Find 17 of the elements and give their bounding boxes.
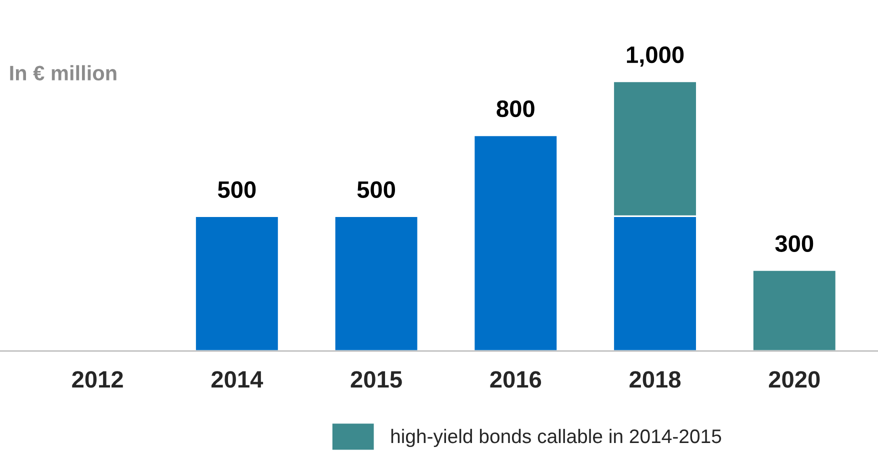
x-tick-label: 2012 <box>72 371 123 388</box>
text: In € million <box>10 65 116 80</box>
x-tick-label: 2015 <box>350 371 402 388</box>
total-label: 500 <box>218 181 256 198</box>
total-label: 500 <box>357 181 396 198</box>
total-label: 1,000 <box>626 46 684 67</box>
total-label: 800 <box>496 100 534 118</box>
bar <box>334 215 419 351</box>
x-tick-label: 2018 <box>630 371 681 388</box>
legend-label: high-yield bonds callable in 2014-2015 <box>391 428 722 448</box>
bar <box>473 134 558 351</box>
x-tick-label: 2014 <box>211 371 264 388</box>
x-tick-label: 2020 <box>768 371 820 388</box>
bar <box>194 215 280 351</box>
total-label: 300 <box>775 235 814 252</box>
x-tick-label: 2016 <box>490 371 542 388</box>
bar <box>752 269 838 351</box>
